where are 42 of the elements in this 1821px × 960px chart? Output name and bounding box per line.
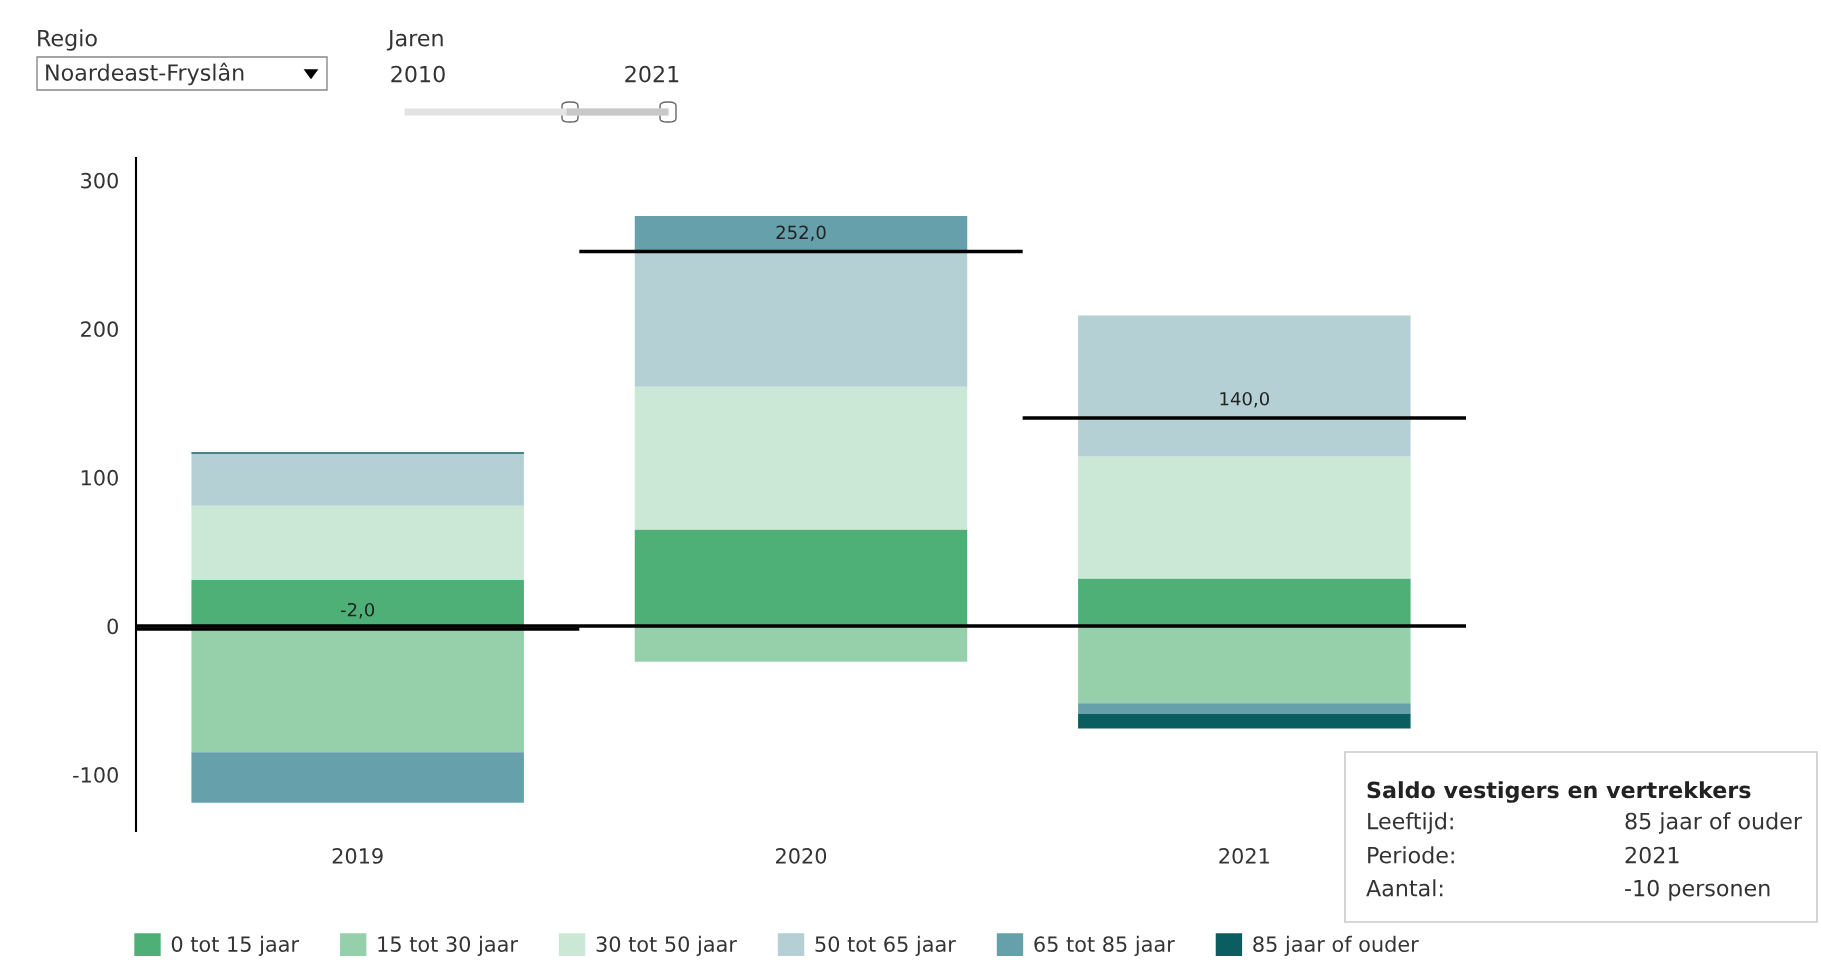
- legend-label: 0 tot 15 jaar: [171, 935, 300, 957]
- text: 85 jaar of ouder: [1625, 812, 1803, 834]
- ref-line-label: 140,0: [1220, 391, 1269, 408]
- x-tick-label: 2021: [1219, 848, 1269, 864]
- bar: [1078, 703, 1411, 714]
- bar: [1078, 625, 1411, 704]
- text: Aantal:: [1366, 879, 1443, 897]
- text: Noardeast-Fryslân: [46, 62, 244, 86]
- y-tick-label: 0: [107, 618, 118, 635]
- y-tick-label: 300: [81, 172, 118, 189]
- text: 2010: [391, 65, 445, 83]
- text: -10 personen: [1625, 879, 1770, 901]
- text: Jaren: [386, 29, 443, 51]
- bar: [191, 579, 524, 626]
- bar: [1078, 456, 1411, 579]
- bar: [191, 453, 524, 506]
- legend-label: 15 tot 30 jaar: [378, 935, 518, 957]
- ref-line-label: -2,0: [340, 602, 375, 619]
- annotation: Saldo vestigers en vertrekkers: [1367, 781, 1751, 803]
- y-tick-label: 100: [81, 469, 118, 486]
- legend-label: 65 tot 85 jaar: [1034, 935, 1175, 957]
- bar: [191, 505, 524, 580]
- text: Periode:: [1368, 846, 1454, 864]
- y-tick-label: 200: [81, 321, 118, 338]
- legend-label: 30 tot 50 jaar: [596, 935, 737, 957]
- x-tick-label: 2019: [332, 848, 383, 864]
- annotation: Leeftijd:: [1368, 812, 1453, 834]
- legend-label: 50 tot 65 jaar: [815, 935, 956, 957]
- bar: [634, 253, 968, 387]
- legend-label: 85 jaar of ouder: [1253, 935, 1419, 957]
- ref-line-label: 252,0: [776, 225, 826, 242]
- y-tick-label: -100: [73, 767, 118, 783]
- bar: [1078, 713, 1411, 729]
- bar: [634, 386, 968, 530]
- bar: [634, 625, 968, 662]
- bar: [634, 529, 968, 626]
- bar: [191, 752, 524, 803]
- bar: [1078, 315, 1411, 457]
- bar: [1078, 578, 1411, 626]
- text: Regio: [38, 29, 97, 51]
- x-tick-label: 2020: [776, 848, 827, 864]
- text: 2021: [625, 65, 679, 83]
